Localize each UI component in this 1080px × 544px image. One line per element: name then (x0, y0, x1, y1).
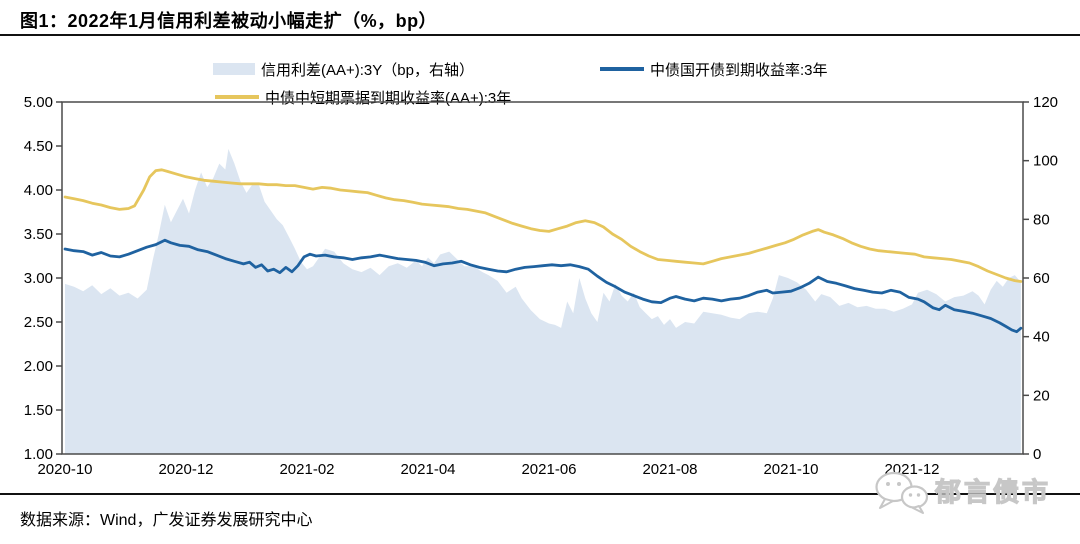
y-axis-left-label: 1.00 (24, 446, 53, 463)
legend-label-cdb-yield: 中债国开债到期收益率:3年 (650, 61, 828, 79)
legend-item-cdb-yield: 中债国开债到期收益率:3年 (600, 60, 828, 79)
mtn-yield-line-swatch (215, 95, 259, 99)
credit-spread-area-swatch (213, 63, 255, 75)
y-axis-right-label: 60 (1033, 270, 1050, 287)
wechat-icon (875, 471, 929, 514)
y-axis-right-label: 120 (1033, 94, 1058, 111)
x-axis-label: 2020-12 (158, 461, 213, 478)
x-axis-label: 2021-06 (521, 461, 576, 478)
watermark: 郁言债市 (872, 470, 1051, 514)
y-axis-right-label: 40 (1033, 329, 1050, 346)
x-axis-label: 2021-02 (279, 461, 334, 478)
x-axis-label: 2021-08 (642, 461, 697, 478)
cdb-yield-line-swatch (600, 67, 644, 71)
y-axis-right-label: 0 (1033, 446, 1041, 463)
watermark-text: 郁言债市 (934, 476, 1052, 507)
y-axis-left-label: 3.00 (24, 270, 53, 287)
legend-item-credit-spread: 信用利差(AA+):3Y（bp，右轴） (213, 60, 474, 79)
y-axis-left-label: 2.50 (24, 314, 53, 331)
page-title: 图1：2022年1月信用利差被动小幅走扩（%，bp） (20, 11, 438, 31)
y-axis-left-label: 4.00 (24, 182, 53, 199)
cdb-yield-line (63, 238, 1023, 334)
mtn-yield-line (63, 168, 1023, 283)
y-axis-right-label: 100 (1033, 153, 1058, 170)
source-text: 数据来源：Wind，广发证券发展研究中心 (20, 512, 313, 529)
legend-label-credit-spread: 信用利差(AA+):3Y（bp，右轴） (261, 61, 474, 79)
footer-divider (0, 493, 1080, 495)
x-axis-label: 2021-04 (400, 461, 455, 478)
y-axis-right-label: 80 (1033, 211, 1050, 228)
y-axis-left-label: 4.50 (24, 138, 53, 155)
title-divider (0, 34, 1080, 36)
x-axis-label: 2020-10 (37, 461, 92, 478)
x-axis-label: 2021-10 (763, 461, 818, 478)
y-axis-left-label: 2.00 (24, 358, 53, 375)
y-axis-right-label: 20 (1033, 387, 1050, 404)
credit-spread-area (65, 148, 1021, 454)
y-axis-left-label: 5.00 (24, 94, 53, 111)
y-axis-left-label: 3.50 (24, 226, 53, 243)
y-axis-left-label: 1.50 (24, 402, 53, 419)
